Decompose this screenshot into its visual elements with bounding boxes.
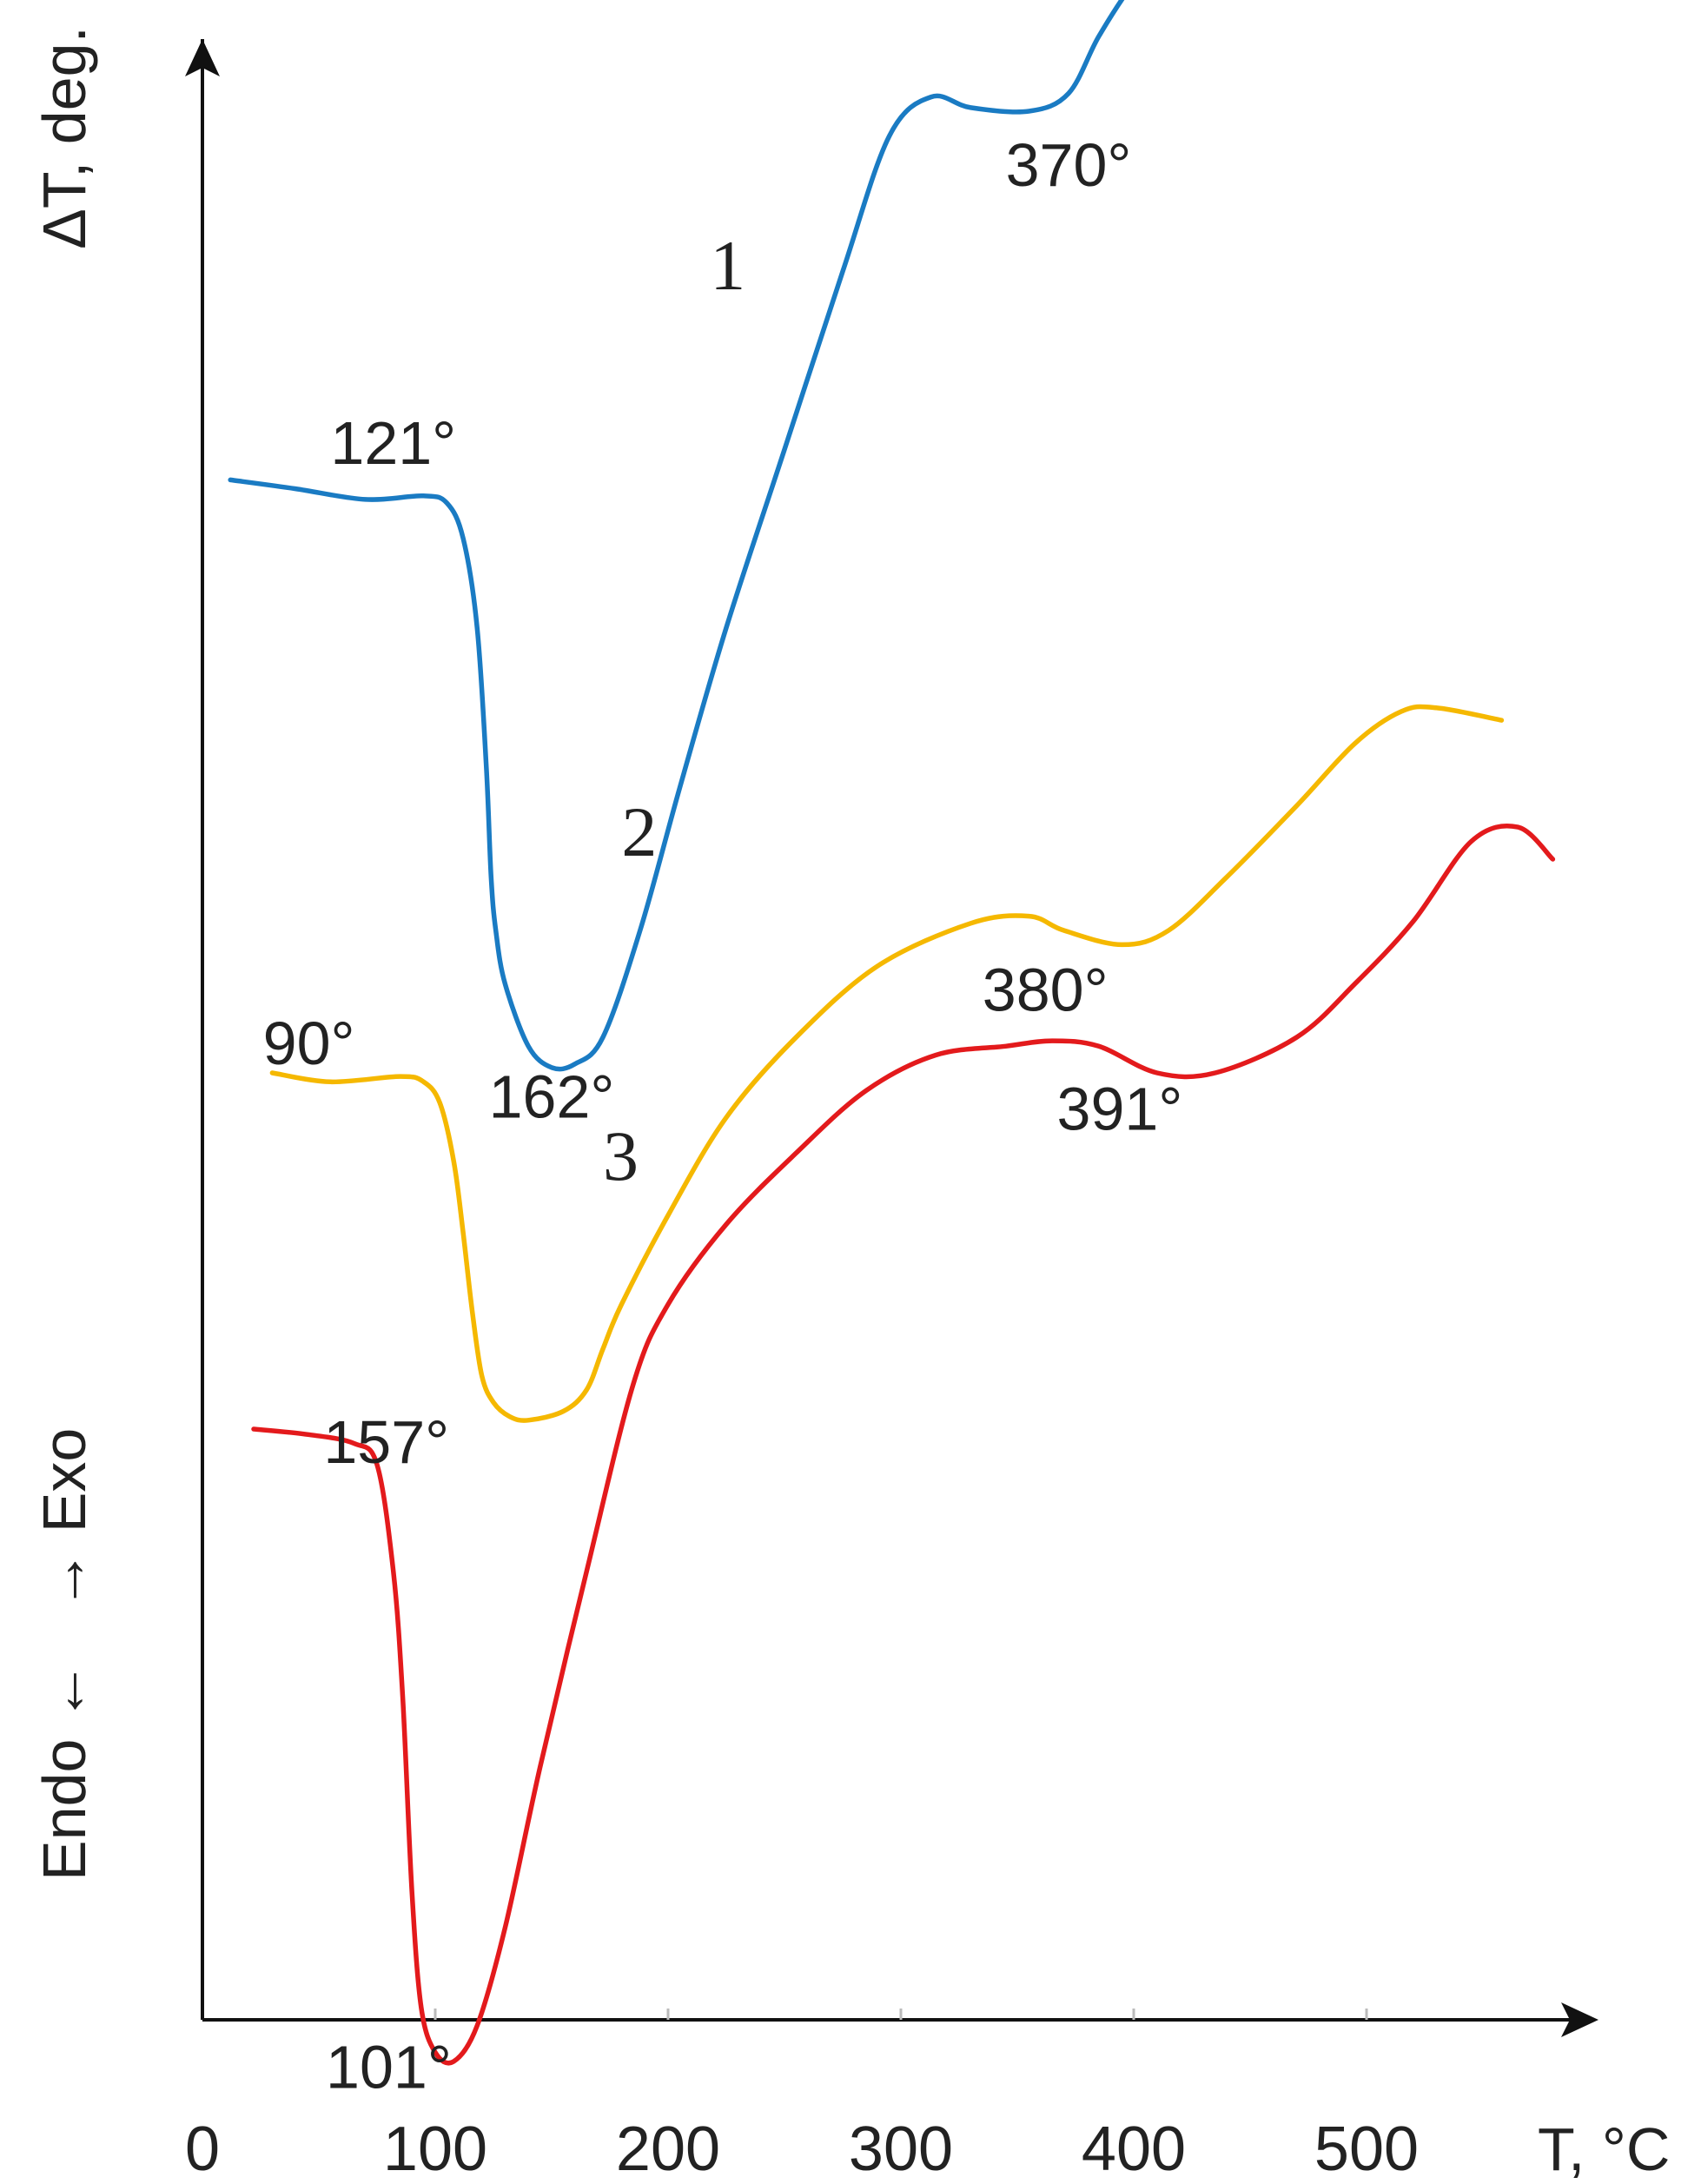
x-tick-label: 400 bbox=[1082, 2115, 1186, 2184]
curve-number-1: 1 bbox=[710, 226, 745, 305]
curves-group bbox=[228, 0, 1556, 2066]
x-tick-label: 200 bbox=[616, 2115, 720, 2184]
peak-label-curve-3: 101° bbox=[326, 2034, 452, 2101]
x-tick-label: 100 bbox=[383, 2115, 487, 2184]
endo-exo-direction-label: Endo ← → Exo bbox=[30, 1428, 98, 1881]
x-tick-label: 500 bbox=[1314, 2115, 1419, 2184]
curve-number-2: 2 bbox=[621, 792, 657, 871]
x-tick-labels: 0 100 200 300 400 500 bbox=[185, 2115, 1419, 2184]
y-axis-title: ΔT, deg. bbox=[30, 26, 98, 249]
peak-label-curve-2: 157° bbox=[323, 1408, 449, 1476]
peak-label-curve-1: 370° bbox=[1006, 131, 1132, 199]
x-axis-arrowhead bbox=[1561, 2002, 1598, 2037]
curve-number-labels: 1 2 3 bbox=[603, 226, 745, 1195]
peak-label-curve-2: 90° bbox=[263, 1009, 355, 1077]
curve-2 bbox=[269, 704, 1505, 1423]
peak-temperature-labels: 121° 162° 370° 90° 157° 380° 101° 391° bbox=[263, 131, 1183, 2101]
curve-number-3: 3 bbox=[603, 1116, 639, 1195]
curve-3 bbox=[251, 823, 1556, 2066]
y-axis-arrowhead bbox=[185, 39, 220, 76]
x-axis-title: T, °C bbox=[1538, 2115, 1670, 2183]
peak-label-curve-1: 121° bbox=[330, 409, 456, 477]
peak-label-curve-3: 391° bbox=[1057, 1075, 1183, 1143]
x-tick-label: 0 bbox=[185, 2115, 220, 2184]
x-tick-marks bbox=[434, 2009, 1368, 2020]
x-tick-label: 300 bbox=[849, 2115, 953, 2184]
curve-1 bbox=[228, 0, 1125, 1072]
peak-label-curve-2: 380° bbox=[983, 956, 1109, 1023]
peak-label-curve-1: 162° bbox=[489, 1062, 615, 1130]
